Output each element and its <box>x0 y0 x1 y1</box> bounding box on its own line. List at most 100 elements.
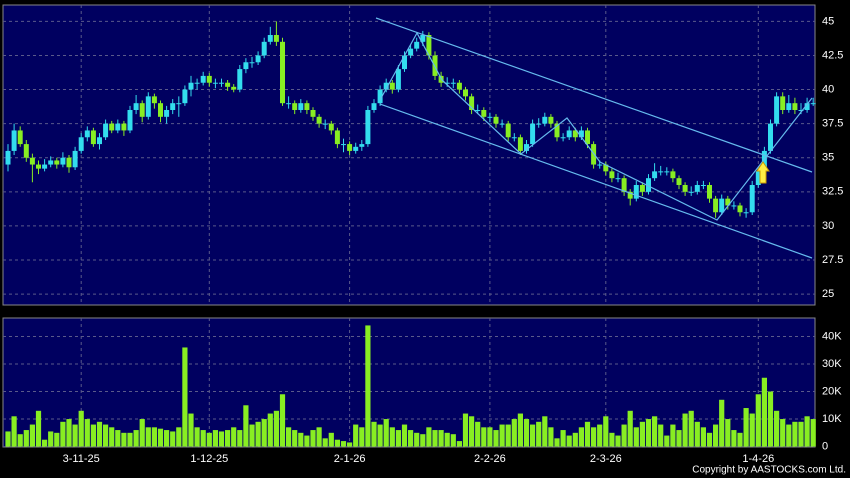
candle-body <box>426 35 432 56</box>
candle-body <box>603 164 609 172</box>
candle-body <box>42 164 48 169</box>
candle-body <box>737 205 743 213</box>
candle-body <box>5 150 11 165</box>
volume-bar <box>170 431 176 447</box>
volume-bar <box>725 419 731 447</box>
volume-bar <box>652 416 658 447</box>
volume-bar <box>109 427 115 447</box>
volume-bar <box>298 432 304 447</box>
candle-body <box>371 103 377 110</box>
candle-body <box>78 137 84 151</box>
candle-body <box>536 123 542 125</box>
volume-bar <box>462 413 469 447</box>
volume-bar <box>560 430 566 447</box>
candle-body <box>29 157 35 165</box>
candle-body <box>792 103 798 110</box>
volume-bar <box>475 421 481 447</box>
candle-body <box>481 110 487 117</box>
volume-bar <box>347 442 353 447</box>
candle-body <box>566 130 572 138</box>
candle-body <box>11 130 17 151</box>
volume-bar <box>700 427 706 447</box>
candle-body <box>743 212 749 214</box>
volume-bar <box>609 432 615 447</box>
volume-bar <box>103 424 109 447</box>
candle-body <box>560 137 566 139</box>
trend-lines <box>375 17 813 259</box>
candle-body <box>72 150 78 168</box>
volume-bar <box>353 424 359 447</box>
volume-bar <box>127 432 133 447</box>
volume-bar <box>401 424 408 447</box>
y-tick-label: 27.5 <box>822 254 843 266</box>
grid <box>3 5 815 448</box>
candle-body <box>127 110 133 131</box>
candle-body <box>115 123 121 131</box>
volume-bar <box>737 432 743 447</box>
candle-body <box>292 103 298 110</box>
candle-body <box>365 110 371 145</box>
candle-body <box>719 198 725 213</box>
volume-bar <box>456 441 462 447</box>
volume-bar <box>255 421 261 447</box>
candle-body <box>664 171 670 173</box>
volume-bar <box>505 424 511 447</box>
volume-bar <box>267 413 273 447</box>
marks <box>5 21 816 447</box>
candle-body <box>121 123 127 131</box>
volume-bar <box>578 427 584 447</box>
candle-body <box>682 185 688 192</box>
volume-bar <box>279 394 286 447</box>
volume-bar <box>420 434 426 447</box>
arrow <box>756 161 770 184</box>
candle-body <box>713 198 719 213</box>
volume-bar <box>517 413 523 447</box>
volume-bar <box>90 424 96 447</box>
volume-bar <box>755 394 761 447</box>
candle-body <box>755 171 761 185</box>
volume-bar <box>548 427 554 447</box>
candle-body <box>249 62 255 64</box>
volume-bar <box>688 410 694 447</box>
volume-bar <box>60 421 66 447</box>
candle-body <box>652 171 658 179</box>
candle-body <box>463 89 468 97</box>
volume-bar <box>670 424 676 447</box>
volume-bar <box>359 427 365 447</box>
volume-bar <box>676 430 682 447</box>
candle-body <box>97 137 102 145</box>
candle-body <box>377 89 383 104</box>
volume-bar <box>340 441 347 447</box>
candle-body <box>261 41 267 56</box>
volume-bar <box>481 427 487 447</box>
volume-bar <box>29 424 35 447</box>
x-tick-label: 1-4-26 <box>742 453 774 465</box>
candle-body <box>798 110 804 111</box>
volume-bar <box>658 424 664 447</box>
candle-body <box>530 123 536 145</box>
candle-body <box>231 86 237 90</box>
volume-bar <box>706 432 713 447</box>
y-tick-label: 0 <box>822 440 828 452</box>
y-tick-label: 30 <box>822 220 834 232</box>
volume-bar <box>206 432 212 447</box>
candle-body <box>286 103 292 105</box>
volume-bar <box>767 391 774 447</box>
candle-body <box>572 130 578 138</box>
candle-body <box>646 178 651 192</box>
candle-body <box>347 144 353 151</box>
candle-body <box>316 116 322 124</box>
y-tick-label: 10K <box>822 413 842 425</box>
volume-bar <box>639 421 645 447</box>
volume-bar <box>121 432 127 447</box>
volume-bar <box>774 410 780 447</box>
volume-bar <box>310 430 316 447</box>
candle-body <box>243 62 249 70</box>
candle-body <box>60 157 66 165</box>
volume-bar <box>554 438 560 447</box>
channel-upper <box>375 17 813 173</box>
volume-bar <box>792 421 798 447</box>
y-tick-label: 40 <box>822 83 834 95</box>
volume-bar <box>78 410 84 447</box>
volume-bar <box>597 424 603 447</box>
